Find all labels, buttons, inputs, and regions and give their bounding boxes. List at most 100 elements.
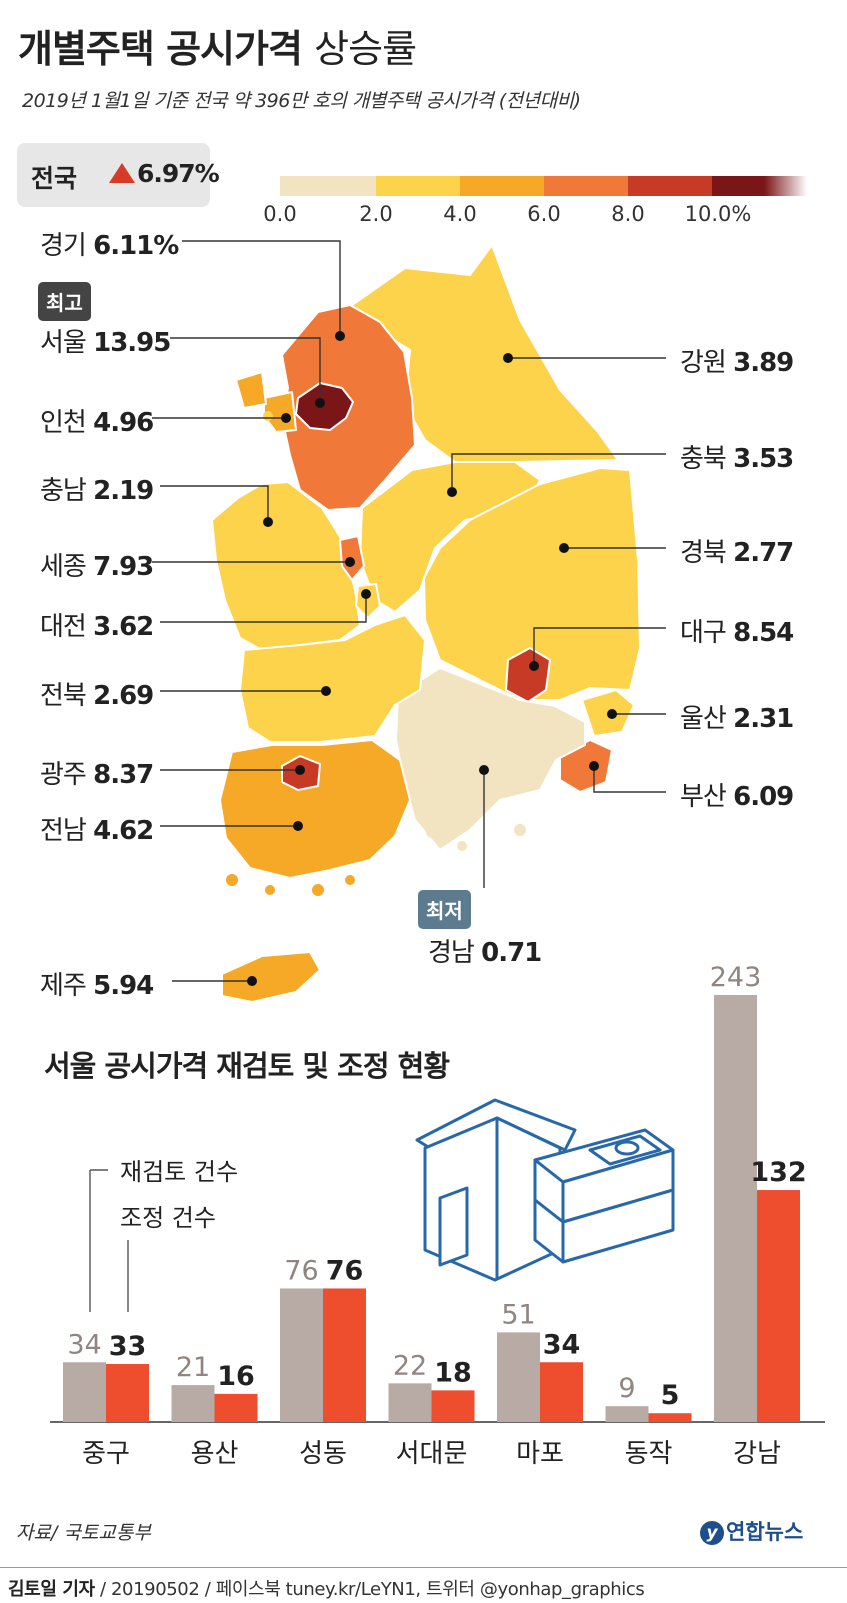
region-label-gyeongbuk: 경북 2.77 — [680, 538, 794, 568]
national-summary: 전국 6.97% — [17, 143, 220, 207]
region-label-gyeongnam: 경남 0.71 — [428, 938, 542, 968]
bar-value-label: 76 — [326, 1255, 364, 1286]
national-value: 6.97% — [137, 159, 220, 188]
region-label-sejong: 세종 7.93 — [40, 552, 154, 582]
subtitle: 2019년 1월1일 기준 전국 약 396만 호의 개별주택 공시가격 (전년… — [22, 90, 581, 112]
legend-swatch-1 — [376, 176, 460, 196]
legend-tick: 6.0 — [527, 202, 561, 226]
bar-value-label: 33 — [109, 1331, 147, 1362]
region-gyeongbuk — [423, 467, 641, 701]
region-jeonbuk — [239, 614, 426, 743]
up-triangle-icon — [109, 163, 135, 183]
bar-review-0 — [63, 1362, 106, 1422]
bar-review-4 — [497, 1332, 540, 1422]
bar-value-label: 76 — [284, 1255, 318, 1286]
category-label: 중구 — [82, 1439, 130, 1469]
bar-chart-title: 서울 공시가격 재검토 및 조정 현황 — [44, 1049, 450, 1083]
bar-value-label: 34 — [67, 1329, 101, 1360]
legend-tick: 2.0 — [359, 202, 393, 226]
legend-series-2: 조정 건수 — [120, 1204, 216, 1232]
bar-value-label: 132 — [750, 1157, 806, 1188]
category-label: 마포 — [516, 1439, 564, 1469]
region-label-jeonnam: 전남 4.62 — [40, 816, 154, 846]
yonhap-logo-icon: y — [700, 1521, 724, 1545]
footer-divider — [0, 1567, 847, 1568]
bar-adjust-3 — [431, 1390, 475, 1422]
region-label-chungnam: 충남 2.19 — [40, 476, 154, 506]
bar-value-label: 243 — [710, 962, 762, 993]
region-label-daegu: 대구 8.54 — [680, 618, 794, 648]
bar-value-label: 34 — [543, 1329, 581, 1360]
bar-value-label: 9 — [618, 1373, 635, 1404]
south-coast-islands — [426, 824, 526, 851]
region-label-jeju: 제주 5.94 — [40, 971, 154, 1001]
bar-value-label: 51 — [501, 1299, 535, 1330]
leader-lines — [152, 240, 666, 982]
bar-adjust-2 — [323, 1288, 366, 1422]
bar-review-5 — [605, 1406, 649, 1422]
legend-tick: 8.0 — [611, 202, 645, 226]
legend-swatch-3 — [544, 176, 628, 196]
bar-review-6 — [714, 995, 757, 1422]
bars-group: 34 33 중구 21 16 용산 76 76 성동 22 18 서대문 51 34 마포 9 5 동작 243 13… — [63, 962, 807, 1469]
legend-swatch-2 — [460, 176, 544, 196]
category-label: 서대문 — [396, 1439, 468, 1469]
bar-adjust-5 — [648, 1413, 692, 1422]
korea-map — [152, 240, 666, 1003]
region-jeju — [221, 951, 321, 1003]
bar-value-label: 16 — [217, 1361, 255, 1392]
region-label-jeonbuk: 전북 2.69 — [40, 681, 154, 711]
lowest-badge: 최저 — [418, 890, 471, 929]
region-label-chungbuk: 충북 3.53 — [680, 444, 794, 474]
region-label-gyeonggi: 경기 6.11% — [40, 231, 179, 261]
region-label-busan: 부산 6.09 — [680, 782, 794, 812]
region-daegu — [505, 647, 551, 703]
region-chungnam — [211, 481, 361, 651]
footer-credits: 김토일 기자 / 20190502 / 페이스북 tuney.kr/LeYN1,… — [8, 1575, 645, 1601]
region-busan — [559, 739, 613, 793]
southern-islands — [226, 874, 355, 896]
footer-meta: / 20190502 / 페이스북 tuney.kr/LeYN1, 트위터 @y… — [100, 1579, 645, 1600]
bar-adjust-1 — [214, 1393, 258, 1422]
region-seoul — [295, 382, 354, 431]
legend-swatch-0 — [280, 176, 376, 196]
bar-review-3 — [388, 1383, 432, 1422]
footer-author: 김토일 기자 — [8, 1579, 95, 1600]
bar-value-label: 18 — [434, 1357, 472, 1388]
title-main: 개별주택 공시가격 — [18, 27, 303, 71]
bar-value-label: 22 — [393, 1350, 427, 1381]
category-label: 용산 — [191, 1439, 239, 1469]
national-label: 전국 — [31, 164, 78, 193]
color-legend — [280, 176, 807, 196]
region-jeonnam — [219, 739, 411, 879]
region-daejeon — [355, 583, 381, 619]
highest-badge: 최고 — [38, 282, 91, 321]
legend-series-1: 재검토 건수 — [120, 1158, 238, 1186]
bar-value-label: 21 — [176, 1352, 210, 1383]
bar-adjust-0 — [106, 1364, 149, 1422]
legend-tick: 4.0 — [443, 202, 477, 226]
bar-adjust-4 — [540, 1362, 583, 1422]
legend-tick: 10.0% — [684, 202, 752, 226]
region-label-gangwon: 강원 3.89 — [680, 348, 794, 378]
bar-value-label: 5 — [661, 1380, 680, 1411]
west-island — [263, 411, 273, 421]
category-label: 동작 — [625, 1439, 673, 1469]
yonhap-logo: y 연합뉴스 — [700, 1516, 803, 1546]
category-label: 성동 — [299, 1439, 347, 1469]
category-label: 강남 — [733, 1439, 781, 1469]
logo-text: 연합뉴스 — [726, 1520, 804, 1544]
legend-swatch-4 — [628, 176, 712, 196]
legend-swatch-5 — [712, 176, 807, 196]
bar-review-1 — [171, 1385, 215, 1422]
bar-review-2 — [280, 1288, 323, 1422]
source-note: 자료/ 국토교통부 — [16, 1522, 151, 1544]
house-money-illustration — [415, 1098, 675, 1282]
region-label-gwangju: 광주 8.37 — [40, 760, 154, 790]
region-dots — [247, 331, 617, 986]
region-label-daejeon: 대전 3.62 — [40, 612, 154, 642]
region-label-incheon: 인천 4.96 — [40, 408, 154, 438]
page-title: 개별주택 공시가격 상승률 — [18, 18, 417, 73]
region-label-ulsan: 울산 2.31 — [680, 704, 794, 734]
